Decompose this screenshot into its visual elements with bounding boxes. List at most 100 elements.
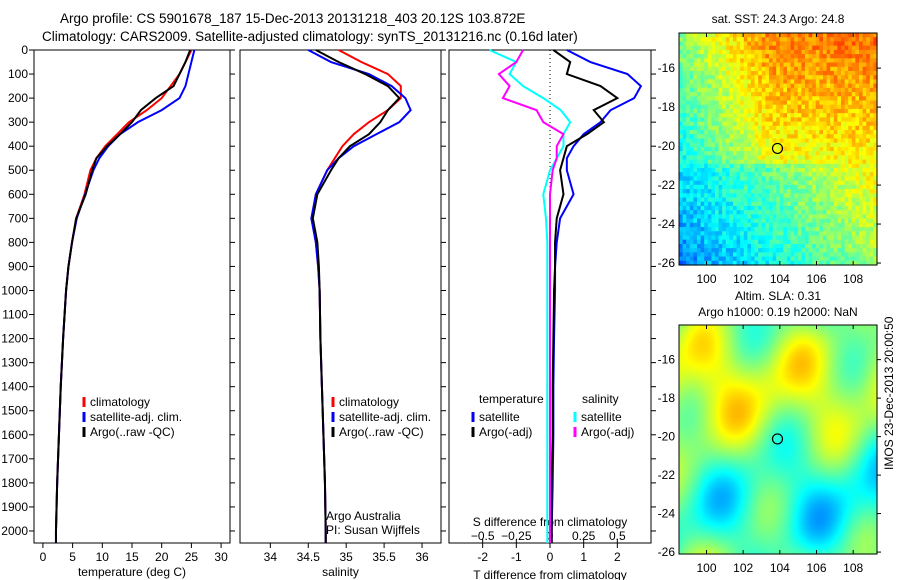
map-cell [758, 222, 763, 228]
map-cell [700, 138, 705, 144]
map-cell [736, 113, 741, 118]
map-cell [736, 180, 741, 186]
map-cell [688, 431, 691, 434]
map-cell [801, 125, 806, 131]
map-cell [736, 100, 741, 106]
map-cell [702, 420, 705, 424]
map-cell [679, 146, 684, 152]
map-cell [686, 248, 691, 253]
map-cell [733, 231, 738, 237]
map-cell [833, 75, 838, 80]
map-cell [851, 79, 856, 85]
map-cell [859, 92, 864, 97]
map-cell [707, 104, 712, 110]
map-cell [733, 104, 738, 110]
map-cell [704, 443, 707, 447]
map-cell [772, 138, 777, 144]
map-cell [801, 75, 806, 80]
map-cell [706, 495, 709, 499]
map-cell [740, 104, 745, 110]
map-cell [855, 146, 860, 152]
map-cell [679, 526, 682, 530]
map-cell [794, 159, 799, 165]
map-cell [747, 41, 752, 47]
map-cell [686, 443, 689, 447]
map-cell [747, 176, 752, 182]
map-cell [797, 49, 802, 55]
map-cell [695, 497, 698, 501]
map-cell [707, 227, 712, 232]
map-cell [684, 466, 687, 470]
map-cell [794, 252, 799, 258]
map-cell [682, 437, 685, 441]
map-cell [841, 260, 846, 266]
map-cell [679, 470, 682, 474]
map-cell [715, 70, 720, 76]
map-cell [679, 522, 682, 526]
map-cell [787, 205, 792, 211]
map-cell [819, 75, 824, 80]
map-cell [715, 222, 720, 228]
map-cell [736, 121, 741, 127]
map-cell [679, 83, 684, 89]
map-cell [743, 100, 748, 106]
map-cell [859, 45, 864, 51]
map-cell [695, 454, 698, 457]
map-cell [776, 79, 781, 85]
map-cell [783, 108, 788, 114]
map-cell [691, 370, 694, 374]
map-cell [680, 379, 684, 382]
map-cell [765, 37, 770, 43]
map-cell [790, 54, 795, 59]
map-cell [794, 193, 799, 199]
map-cell [743, 37, 748, 43]
map-cell [679, 418, 682, 422]
map-cell [733, 239, 738, 245]
map-cell [691, 539, 694, 543]
map-cell [859, 248, 864, 253]
map-cell [751, 49, 756, 55]
map-cell [833, 108, 838, 114]
map-cell [702, 506, 705, 509]
map-cell [686, 506, 689, 509]
map-cell [695, 372, 698, 376]
map-cell [700, 474, 703, 478]
map-cell [830, 49, 835, 55]
map-cell [695, 551, 698, 555]
map-cell [841, 256, 846, 262]
map-cell [679, 541, 682, 545]
map-cell [844, 256, 849, 262]
map-cell [715, 243, 720, 249]
map-cell [680, 385, 684, 389]
map-cell [680, 483, 684, 486]
map-cell [797, 113, 802, 118]
map-cell [815, 37, 820, 43]
map-cell [707, 193, 712, 199]
map-cell [805, 218, 810, 224]
map-cell [729, 193, 734, 199]
map-cell [833, 231, 838, 237]
map-cell [819, 159, 824, 165]
map-cell [740, 231, 745, 237]
map-cell [830, 33, 835, 38]
map-cell [689, 422, 693, 426]
map-cell [702, 472, 705, 476]
map-cell [783, 151, 788, 156]
map-cell [704, 479, 707, 482]
map-cell [707, 243, 712, 249]
map-cell [689, 404, 693, 407]
map-cell [805, 54, 810, 59]
map-cell [862, 201, 867, 207]
map-cell [718, 45, 723, 51]
map-cell [689, 49, 694, 55]
map-cell [697, 163, 702, 169]
map-cell [736, 75, 741, 80]
map-cell [805, 248, 810, 253]
map-cell [711, 121, 716, 127]
map-cell [704, 481, 707, 484]
map-cell [794, 222, 799, 228]
map-cell [736, 235, 741, 241]
map-cell [765, 222, 770, 228]
map-cell [695, 383, 698, 386]
map-cell [855, 197, 860, 203]
